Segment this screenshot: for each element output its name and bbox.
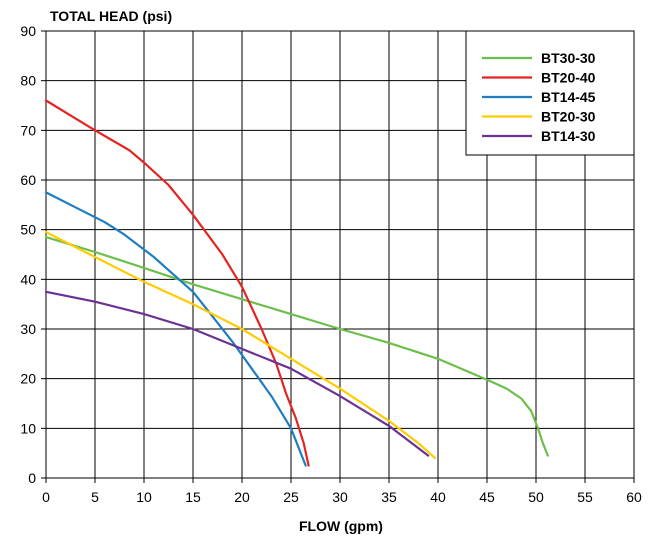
- legend-label-bt14-30: BT14-30: [541, 128, 596, 144]
- series-line-bt20-40: [44, 99, 310, 467]
- y-axis-title: TOTAL HEAD (psi): [50, 8, 172, 24]
- plot-frame: [45, 30, 635, 479]
- x-axis-title: FLOW (gpm): [299, 518, 383, 534]
- series-line-bt20-30: [44, 231, 437, 460]
- x-tick-label: 25: [283, 489, 299, 505]
- y-tick-label: 40: [20, 271, 36, 287]
- legend-label-bt20-40: BT20-40: [541, 70, 596, 86]
- x-tick-label: 45: [479, 489, 495, 505]
- legend-label-bt30-30: BT30-30: [541, 50, 596, 66]
- x-tick-label: 30: [332, 489, 348, 505]
- series-line-bt14-30: [44, 290, 430, 457]
- x-tick-label: 15: [185, 489, 201, 505]
- series-line-bt14-45: [44, 191, 307, 467]
- legend: BT30-30 BT20-40 BT14-45 BT20-30 BT14-30: [465, 30, 635, 156]
- x-tick-label: 55: [577, 489, 593, 505]
- y-tick-label: 20: [20, 371, 36, 387]
- x-tick-label: 60: [626, 489, 642, 505]
- grid: [45, 30, 635, 479]
- x-tick-label: 20: [234, 489, 250, 505]
- x-tick-label: 5: [91, 489, 99, 505]
- legend-label-bt14-45: BT14-45: [541, 89, 596, 105]
- legend-box: [465, 30, 635, 156]
- x-tick-label: 40: [430, 489, 446, 505]
- x-tick-label: 50: [528, 489, 544, 505]
- series-lines: [44, 99, 549, 467]
- x-tick-label: 35: [381, 489, 397, 505]
- y-tick-label: 70: [20, 122, 36, 138]
- y-tick-label: 60: [20, 172, 36, 188]
- y-tick-label: 30: [20, 321, 36, 337]
- y-tick-label: 50: [20, 222, 36, 238]
- y-tick-label: 80: [20, 73, 36, 89]
- x-tick-label: 0: [42, 489, 50, 505]
- y-tick-label: 0: [28, 470, 36, 486]
- series-line-bt30-30: [44, 236, 549, 457]
- axes: 0 5 10 15 20 25 30 35 40 45 50 55 60 0 10 20 30 40 50 60 70 8…: [20, 23, 642, 505]
- legend-label-bt20-30: BT20-30: [541, 109, 596, 125]
- x-tick-label: 10: [136, 489, 152, 505]
- y-tick-label: 10: [20, 420, 36, 436]
- y-tick-label: 90: [20, 23, 36, 39]
